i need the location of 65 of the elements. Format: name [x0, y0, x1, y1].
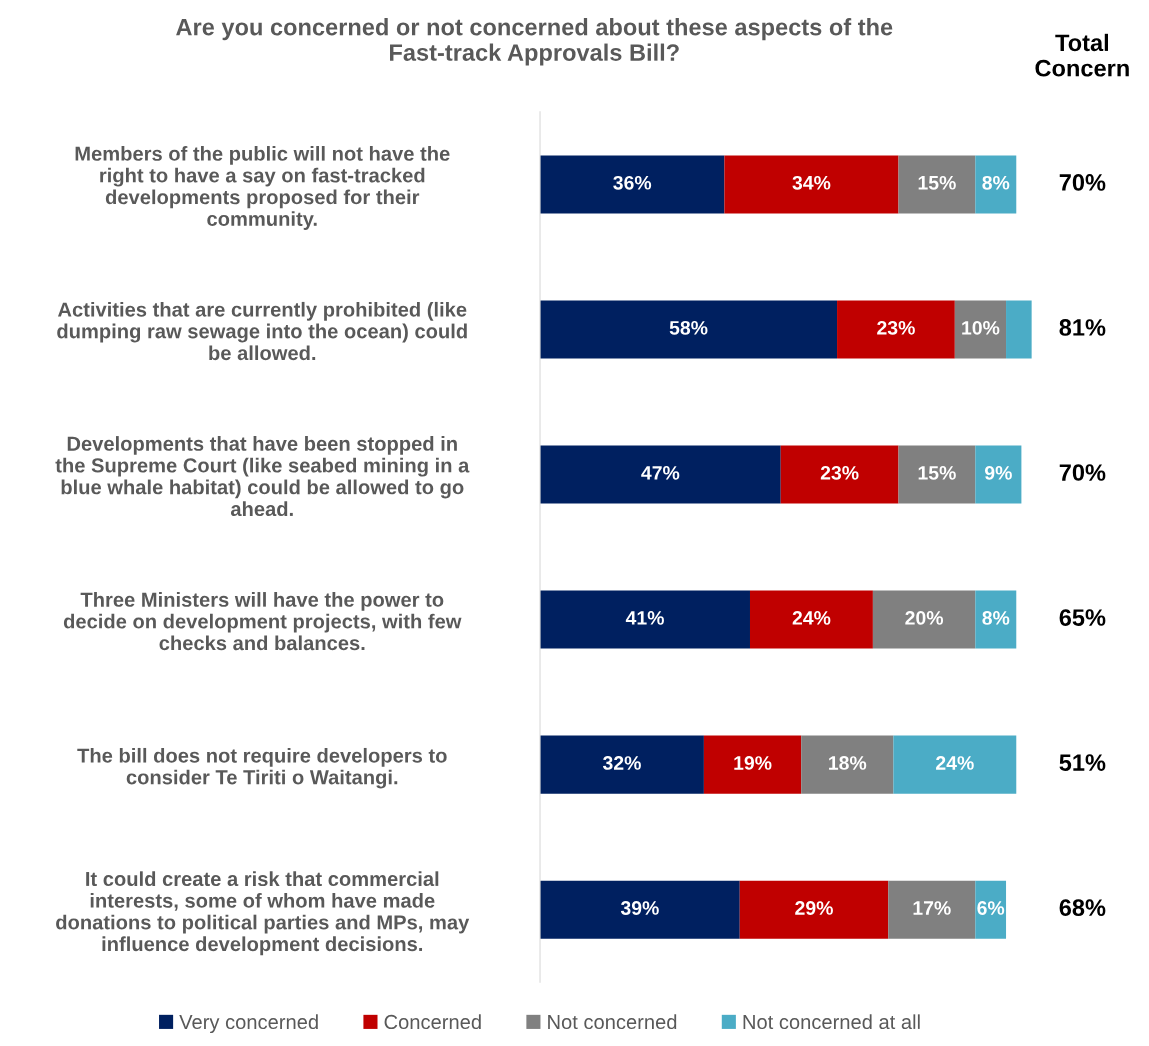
- data-label: 36%: [613, 175, 652, 190]
- data-label: 10%: [962, 320, 1000, 335]
- legend-label: Concerned: [384, 1014, 481, 1030]
- data-label: 34%: [792, 175, 831, 190]
- data-label: 47%: [641, 466, 680, 480]
- data-label: 6%: [977, 901, 1005, 915]
- legend-label: Not concerned at all: [743, 1014, 920, 1030]
- bar: [540, 300, 838, 359]
- data-label: 24%: [792, 611, 831, 625]
- data-label: 17%: [913, 901, 951, 915]
- data-label: 23%: [877, 320, 915, 335]
- text: 65%: [1059, 609, 1106, 626]
- bar: [749, 590, 873, 649]
- bar: [888, 880, 976, 939]
- legend-label: Very concerned: [179, 1014, 318, 1034]
- data-label: 9%: [984, 465, 1012, 480]
- bar: [780, 445, 899, 504]
- data-label: 15%: [918, 175, 956, 190]
- bar: [703, 735, 802, 794]
- bar: [872, 590, 976, 649]
- bar: [540, 590, 750, 649]
- bar: [975, 880, 1007, 939]
- bar: [954, 300, 1007, 359]
- y-tick-label: The bill does not require developers to consider Te Tiriti o Waitangi.: [77, 747, 447, 789]
- data-label: 24%: [936, 756, 974, 770]
- bar: [975, 155, 1017, 214]
- bar: [975, 445, 1022, 504]
- bar: [893, 735, 1017, 794]
- y-tick-label: Three Ministers will have the power to decide on development projects, with few checks and balances.: [63, 592, 462, 651]
- bar: [540, 445, 781, 504]
- data-label: 58%: [669, 320, 708, 335]
- bar: [1006, 300, 1032, 359]
- data-label: 8%: [982, 611, 1010, 625]
- bar: [540, 880, 740, 939]
- bar: [975, 590, 1017, 649]
- text: 70%: [1059, 464, 1106, 481]
- text: 70%: [1059, 174, 1106, 191]
- text: 68%: [1059, 899, 1106, 917]
- data-label: 23%: [820, 465, 859, 480]
- text: Total Concern: [1035, 33, 1129, 77]
- data-label: 20%: [905, 611, 944, 625]
- bar: [540, 155, 725, 214]
- legend-label: Not concerned: [548, 1014, 677, 1030]
- bar: [724, 155, 899, 214]
- y-tick-label: Activities that are currently prohibited (like dumping raw sewage into the ocean) could be allowed.: [57, 301, 467, 361]
- data-label: 19%: [734, 756, 772, 770]
- data-label: 39%: [620, 901, 659, 915]
- y-tick-label: It could create a risk that commercial interests, some of whom have made donations to political parties and MPs, may influence development decisions.: [56, 871, 470, 956]
- text: 51%: [1059, 754, 1106, 771]
- bar: [540, 735, 704, 794]
- bar: [898, 445, 976, 504]
- y-tick-label: Members of the public will not have the right to have a say on fast-tracked developments proposed for their community.: [75, 146, 450, 230]
- data-label: 32%: [602, 756, 641, 770]
- bar: [739, 880, 889, 939]
- data-label: 41%: [625, 611, 664, 625]
- data-label: 8%: [982, 175, 1010, 190]
- bar: [837, 300, 955, 359]
- text: 81%: [1059, 319, 1106, 336]
- data-label: 29%: [795, 901, 833, 915]
- bar: [898, 155, 976, 214]
- chart-title: Are you concerned or not concerned about these aspects of the Fast-track Approvals Bill?: [176, 18, 893, 66]
- bar: [801, 735, 894, 794]
- data-label: 18%: [829, 756, 867, 770]
- y-tick-label: Developments that have been stopped in the Supreme Court (like seabed mining in a blue whale habitat) could be allowed to go ahead.: [55, 436, 470, 517]
- data-label: 15%: [918, 466, 956, 480]
